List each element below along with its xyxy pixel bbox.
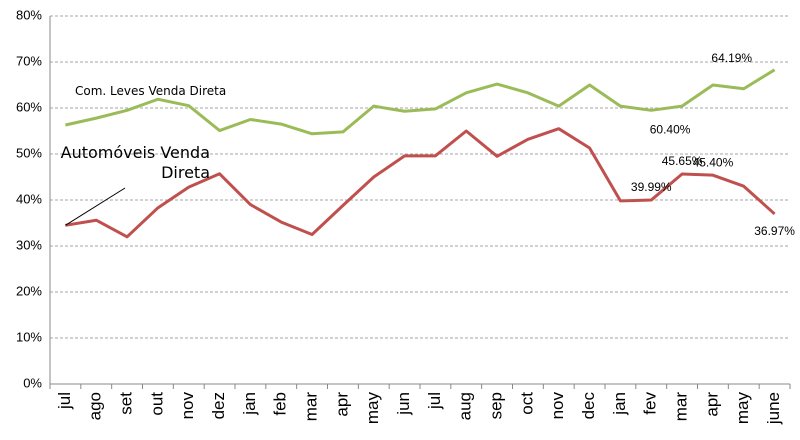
y-tick-label: 60% — [16, 99, 42, 114]
y-tick-label: 70% — [16, 53, 42, 68]
x-tick-label: out — [147, 392, 166, 416]
x-tick-label: jan — [240, 392, 259, 416]
y-tick-label: 80% — [16, 7, 42, 22]
annotation-arrow — [65, 187, 126, 226]
data-label: 64.19% — [711, 51, 752, 65]
x-tick-label: jul — [55, 392, 74, 410]
x-tick-label: ago — [86, 392, 105, 420]
x-tick-label: jun — [394, 392, 413, 416]
x-tick-label: dez — [209, 392, 228, 419]
data-label: 45.65% — [662, 154, 703, 168]
series-annotation: Com. Leves Venda Direta — [75, 84, 227, 98]
x-tick-label: jan — [610, 392, 629, 416]
x-tick-label: nov — [548, 392, 567, 420]
x-tick-label: may — [363, 392, 382, 425]
y-tick-label: 30% — [16, 237, 42, 252]
y-tick-label: 40% — [16, 191, 42, 206]
series-line — [65, 68, 776, 136]
series-line — [65, 127, 776, 239]
y-tick-label: 50% — [16, 145, 42, 160]
x-tick-label: apr — [702, 392, 721, 417]
x-tick-label: dec — [579, 392, 598, 420]
x-tick-label: june — [764, 392, 783, 425]
x-tick-label: aug — [456, 392, 475, 420]
x-tick-label: apr — [332, 392, 351, 417]
data-label: 60.40% — [650, 122, 691, 136]
x-tick-label: jul — [425, 392, 444, 410]
x-tick-label: mar — [672, 392, 691, 422]
x-tick-label: nov — [178, 392, 197, 420]
x-tick-label: set — [117, 392, 136, 415]
y-tick-label: 20% — [16, 283, 42, 298]
y-tick-label: 0% — [23, 375, 42, 390]
data-label: 45.40% — [693, 155, 734, 169]
data-label: 39.99% — [631, 180, 672, 194]
x-tick-label: may — [733, 392, 752, 425]
x-tick-label: feb — [271, 392, 290, 416]
series-annotation: Automóveis Venda Direta — [60, 143, 210, 182]
x-tick-label: sep — [487, 392, 506, 419]
y-tick-label: 10% — [16, 329, 42, 344]
x-tick-label: oct — [517, 392, 536, 415]
data-label: 36.97% — [754, 224, 795, 238]
x-tick-label: fev — [641, 392, 660, 415]
x-tick-label: mar — [302, 392, 321, 422]
